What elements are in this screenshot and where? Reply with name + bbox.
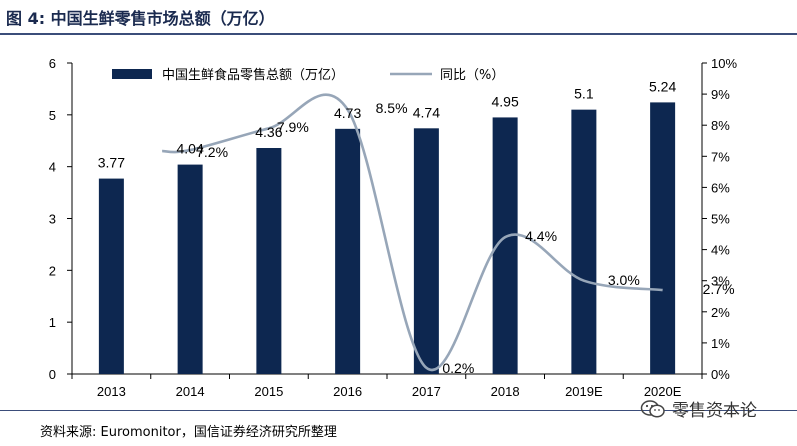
bar-value-label: 4.95 bbox=[492, 93, 519, 109]
left-tick-label: 2 bbox=[49, 263, 56, 278]
left-tick-label: 0 bbox=[49, 367, 56, 382]
bars bbox=[98, 102, 676, 375]
watermark-text: 零售资本论 bbox=[672, 401, 757, 421]
bar bbox=[571, 109, 597, 375]
left-tick-label: 6 bbox=[49, 56, 56, 71]
right-tick-label: 0% bbox=[711, 367, 730, 382]
axes: 0 1 2 3 4 5 6 0% 1% 2% 3% 4% 5% 6% 7% 8% 9% 10% 2013 2014 20… bbox=[49, 56, 738, 399]
line-value-label: 4.4% bbox=[525, 228, 557, 244]
bar-value-label: 4.73 bbox=[334, 105, 361, 121]
watermark: 零售资本论 bbox=[640, 396, 757, 421]
chart: 0 1 2 3 4 5 6 0% 1% 2% 3% 4% 5% 6% 7% 8% 9% 10% 2013 2014 20… bbox=[49, 56, 738, 399]
right-tick-label: 4% bbox=[711, 243, 730, 258]
growth-line bbox=[162, 93, 663, 372]
x-tick-label: 2020E bbox=[644, 384, 682, 399]
left-tick-label: 5 bbox=[49, 108, 56, 123]
legend-label-bar: 中国生鲜食品零售总额（万亿） bbox=[162, 67, 344, 83]
legend: 中国生鲜食品零售总额（万亿） 同比（%） bbox=[112, 67, 504, 83]
line-value-label: 8.5% bbox=[376, 100, 408, 116]
bar-value-label: 4.36 bbox=[255, 124, 282, 140]
line-value-label: 3.0% bbox=[608, 272, 640, 288]
bar-value-label: 4.04 bbox=[177, 141, 204, 157]
bar bbox=[256, 148, 282, 374]
bar-value-label: 3.77 bbox=[98, 155, 125, 171]
bottom-rule bbox=[0, 410, 797, 411]
bar-value-label: 5.24 bbox=[649, 78, 676, 94]
source-note: 资料来源: Euromonitor，国信证券经济研究所整理 bbox=[40, 425, 337, 440]
legend-label-line: 同比（%） bbox=[440, 68, 504, 83]
data-labels: 3.77 4.04 4.36 4.73 4.74 4.95 5.1 5.24 7.2% 7.9% 8… bbox=[98, 78, 735, 376]
right-tick-label: 2% bbox=[711, 305, 730, 320]
bar bbox=[177, 164, 203, 374]
x-tick-label: 2017 bbox=[412, 384, 441, 399]
right-tick-label: 3% bbox=[711, 274, 730, 289]
bar bbox=[335, 128, 361, 374]
x-tick-label: 2014 bbox=[176, 384, 205, 399]
bar bbox=[650, 102, 676, 374]
line-value-label: 0.2% bbox=[442, 360, 474, 376]
right-tick-label: 5% bbox=[711, 212, 730, 227]
bar bbox=[98, 178, 124, 374]
bar-value-label: 4.74 bbox=[413, 104, 440, 120]
left-tick-label: 4 bbox=[49, 160, 56, 175]
right-tick-label: 9% bbox=[711, 87, 730, 102]
right-tick-label: 6% bbox=[711, 180, 730, 195]
legend-swatch-bar bbox=[112, 69, 152, 79]
bar-value-label: 5.1 bbox=[574, 86, 594, 102]
right-tick-label: 7% bbox=[711, 149, 730, 164]
left-tick-label: 3 bbox=[49, 212, 56, 227]
figure-title: 图 4: 中国生鲜零售市场总额（万亿） bbox=[6, 9, 275, 28]
x-tick-label: 2019E bbox=[565, 384, 603, 399]
right-tick-label: 10% bbox=[711, 56, 737, 71]
growth-line-path bbox=[162, 93, 663, 372]
x-tick-label: 2013 bbox=[97, 384, 126, 399]
left-tick-label: 1 bbox=[49, 315, 56, 330]
line-value-label: 7.9% bbox=[277, 119, 309, 135]
wechat-icon bbox=[640, 399, 665, 418]
bar bbox=[413, 128, 439, 374]
right-tick-label: 1% bbox=[711, 336, 730, 351]
line-value-label: 2.7% bbox=[703, 281, 735, 297]
right-tick-label: 8% bbox=[711, 118, 730, 133]
title-rule bbox=[0, 33, 797, 35]
x-tick-label: 2018 bbox=[491, 384, 520, 399]
x-tick-label: 2015 bbox=[254, 384, 283, 399]
x-tick-label: 2016 bbox=[333, 384, 362, 399]
line-value-label: 7.2% bbox=[196, 144, 228, 160]
